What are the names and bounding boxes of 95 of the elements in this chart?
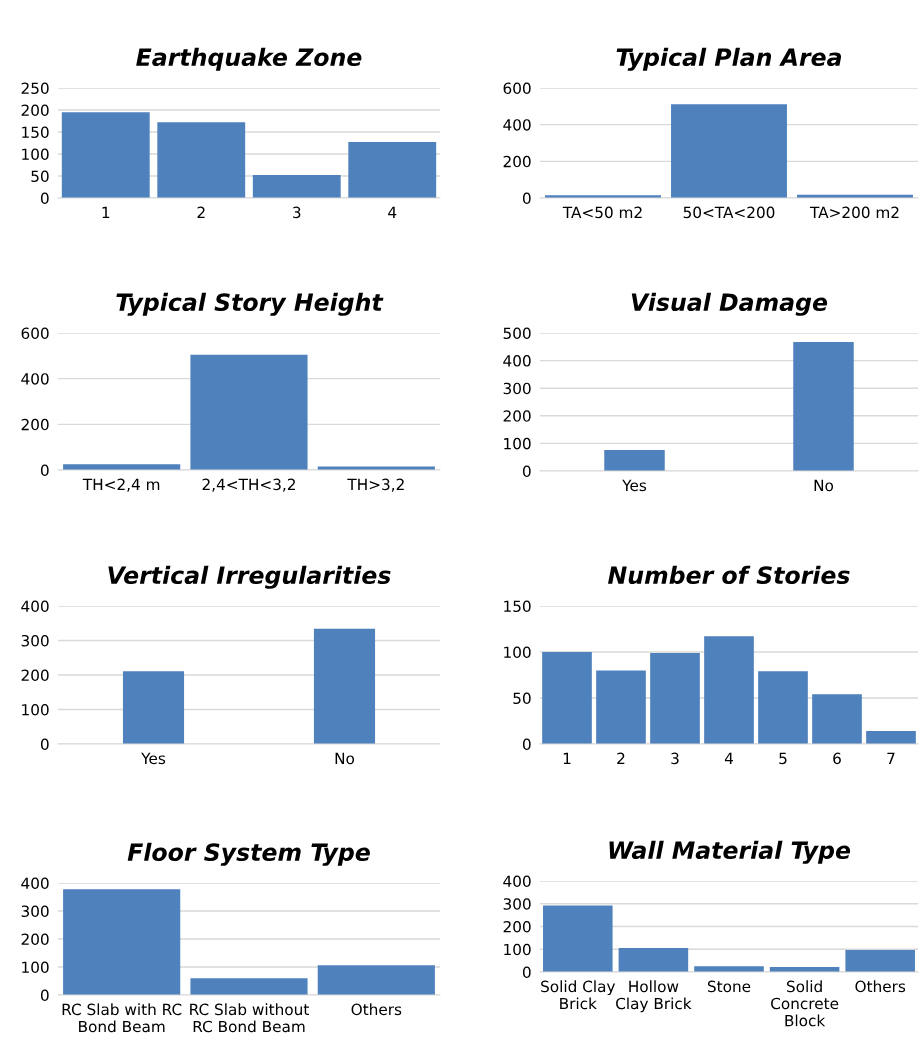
y-tick-label: 100 [22, 703, 49, 716]
y-tick-label: 200 [21, 418, 49, 431]
bar [758, 671, 808, 744]
chart-title: Wall Material Type [609, 840, 851, 864]
y-tick-label: 400 [21, 877, 49, 890]
y-tick-label: 0 [522, 465, 531, 478]
x-tick-label: RC Slab with RC Bond Beam [62, 1003, 182, 1033]
y-tick-label: 300 [503, 898, 531, 910]
x-tick-label: Stone [707, 980, 751, 993]
bar [61, 112, 150, 198]
y-tick-label: 400 [503, 355, 531, 367]
bar [157, 122, 246, 198]
y-tick-label: 100 [504, 943, 531, 956]
bar [543, 905, 613, 972]
y-tick-label: 100 [22, 148, 49, 161]
y-tick-label: 150 [504, 600, 531, 613]
bar [845, 949, 915, 972]
chart-title: Visual Damage [631, 292, 828, 316]
y-tick-label: 0 [522, 738, 531, 751]
bar [63, 889, 181, 995]
x-tick-label: TA>200 m2 [809, 206, 899, 219]
y-tick-label: 50 [513, 692, 531, 705]
y-tick-label: 100 [22, 961, 49, 974]
x-tick-label: 1 [102, 206, 110, 218]
y-tick-label: 50 [31, 170, 49, 183]
x-tick-label: 1 [563, 752, 571, 764]
y-tick-label: 250 [21, 82, 49, 95]
x-tick-label: Others [351, 1003, 402, 1016]
x-tick-label: 6 [833, 752, 841, 765]
y-tick-label: 0 [40, 192, 49, 205]
x-tick-label: Solid Clay Brick [541, 980, 616, 1010]
y-tick-label: 600 [21, 327, 49, 340]
bar [190, 978, 308, 995]
chart-title: Typical Plan Area [616, 47, 842, 71]
x-tick-label: 7 [887, 752, 895, 764]
y-tick-label: 300 [503, 382, 531, 395]
x-tick-label: 3 [671, 752, 679, 765]
x-tick-label: Yes [622, 479, 647, 492]
chart-title: Earthquake Zone [136, 47, 362, 71]
bar [252, 175, 341, 198]
x-tick-label: Solid Concrete Block [771, 980, 839, 1027]
bar [671, 104, 787, 198]
y-tick-label: 600 [503, 82, 531, 95]
x-tick-label: 5 [779, 752, 787, 765]
bar [190, 354, 308, 470]
y-tick-label: 0 [40, 989, 49, 1002]
x-tick-label: Hollow Clay Brick [616, 980, 692, 1013]
y-tick-label: 0 [522, 192, 531, 205]
chart-title: Typical Story Height [116, 292, 384, 316]
x-tick-label: 2,4<TH<3,2 [202, 478, 295, 492]
bar [348, 142, 437, 198]
y-tick-label: 200 [21, 104, 49, 117]
x-tick-label: No [335, 752, 355, 765]
bar [650, 652, 700, 744]
x-tick-label: 2 [617, 752, 625, 764]
x-tick-label: TA<50 m2 [562, 206, 642, 219]
bar [618, 948, 689, 972]
y-tick-label: 300 [21, 634, 49, 647]
chart-title: Number of Stories [608, 565, 850, 585]
chart-title: Floor System Type [127, 842, 370, 866]
bar [542, 652, 592, 744]
y-tick-label: 200 [21, 933, 49, 946]
x-tick-label: TH>3,2 [347, 478, 404, 492]
x-tick-label: 2 [197, 206, 205, 218]
y-tick-label: 400 [21, 373, 49, 385]
bar [704, 636, 754, 744]
y-tick-label: 100 [504, 437, 531, 450]
x-tick-label: 50<TA<200 [683, 206, 775, 219]
y-tick-label: 200 [503, 410, 531, 422]
x-tick-label: Yes [141, 752, 166, 765]
y-tick-label: 400 [503, 875, 531, 888]
y-tick-label: 0 [40, 464, 49, 477]
chart-title: Vertical Irregularities [108, 565, 391, 589]
y-tick-label: 100 [504, 646, 531, 659]
y-tick-label: 0 [522, 966, 531, 979]
y-tick-label: 150 [22, 126, 49, 139]
y-tick-label: 200 [21, 669, 49, 682]
x-tick-label: 3 [293, 206, 301, 219]
x-tick-label: 4 [388, 206, 397, 218]
y-tick-label: 200 [503, 920, 531, 933]
y-tick-label: 0 [40, 738, 49, 751]
x-tick-label: RC Slab without RC Bond Beam [190, 1003, 309, 1033]
y-tick-label: 400 [21, 600, 49, 613]
y-tick-label: 500 [503, 327, 531, 340]
x-tick-label: No [814, 479, 834, 492]
bar [317, 965, 435, 995]
y-tick-label: 300 [21, 905, 49, 918]
x-tick-label: 4 [724, 752, 733, 764]
bar [812, 694, 862, 744]
y-tick-label: 400 [503, 119, 531, 131]
x-tick-label: Others [855, 980, 906, 993]
bar [866, 731, 916, 744]
y-tick-label: 200 [503, 155, 531, 168]
x-tick-label: TH<2,4 m [82, 478, 160, 492]
bar [596, 670, 646, 744]
